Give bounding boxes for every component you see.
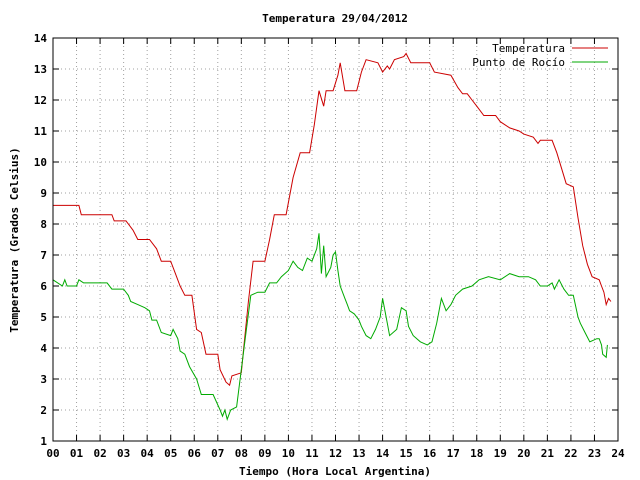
x-tick-label: 22 bbox=[564, 447, 577, 460]
x-tick-label: 14 bbox=[376, 447, 390, 460]
series-line-temperatura bbox=[53, 52, 612, 387]
legend: Temperatura Punto de Rocío bbox=[472, 42, 608, 69]
x-axis-title: Tiempo (Hora Local Argentina) bbox=[239, 465, 431, 478]
x-tick-label: 15 bbox=[400, 447, 413, 460]
x-tick-label: 18 bbox=[470, 447, 483, 460]
y-tick-label: 3 bbox=[40, 373, 47, 386]
x-tick-label: 09 bbox=[258, 447, 271, 460]
x-tick-label: 01 bbox=[70, 447, 84, 460]
y-tick-label: 12 bbox=[34, 94, 47, 107]
y-tick-label: 2 bbox=[40, 404, 47, 417]
legend-label-temperatura: Temperatura bbox=[492, 42, 565, 55]
x-tick-label: 12 bbox=[329, 447, 342, 460]
y-tick-label: 9 bbox=[40, 187, 47, 200]
y-tick-label: 13 bbox=[34, 63, 47, 76]
x-tick-label: 13 bbox=[352, 447, 365, 460]
x-tick-label: 19 bbox=[494, 447, 507, 460]
y-axis-title: Temperatura (Grados Celsius) bbox=[8, 147, 21, 332]
x-tick-label: 16 bbox=[423, 447, 437, 460]
x-tick-label: 20 bbox=[517, 447, 530, 460]
x-tick-label: 21 bbox=[541, 447, 555, 460]
x-tick-label: 23 bbox=[588, 447, 601, 460]
x-tick-label: 10 bbox=[282, 447, 295, 460]
x-tick-label: 17 bbox=[447, 447, 460, 460]
axis-ticks: 00 01 02 03 04 05 06 07 08 09 10 11 12 13 14 15 16 17 18 19… bbox=[34, 32, 625, 460]
x-tick-label: 07 bbox=[211, 447, 224, 460]
y-tick-label: 8 bbox=[40, 218, 47, 231]
x-tick-label: 00 bbox=[46, 447, 59, 460]
x-tick-label: 05 bbox=[164, 447, 177, 460]
x-tick-label: 11 bbox=[305, 447, 319, 460]
y-tick-label: 5 bbox=[40, 311, 47, 324]
y-tick-label: 6 bbox=[40, 280, 47, 293]
x-tick-label: 24 bbox=[611, 447, 625, 460]
x-tick-label: 06 bbox=[188, 447, 202, 460]
legend-label-punto-de-rocio: Punto de Rocío bbox=[472, 56, 565, 69]
series-line-punto-de-rocio bbox=[52, 233, 608, 421]
chart-title: Temperatura 29/04/2012 bbox=[262, 12, 408, 25]
x-tick-label: 02 bbox=[93, 447, 106, 460]
series-lines bbox=[52, 52, 612, 421]
x-tick-label: 03 bbox=[117, 447, 130, 460]
y-tick-label: 14 bbox=[34, 32, 48, 45]
y-tick-label: 4 bbox=[40, 342, 47, 355]
y-tick-label: 1 bbox=[40, 435, 47, 448]
y-tick-label: 11 bbox=[34, 125, 48, 138]
x-tick-label: 04 bbox=[141, 447, 155, 460]
x-tick-label: 08 bbox=[235, 447, 248, 460]
y-tick-label: 10 bbox=[34, 156, 47, 169]
y-tick-label: 7 bbox=[40, 249, 47, 262]
